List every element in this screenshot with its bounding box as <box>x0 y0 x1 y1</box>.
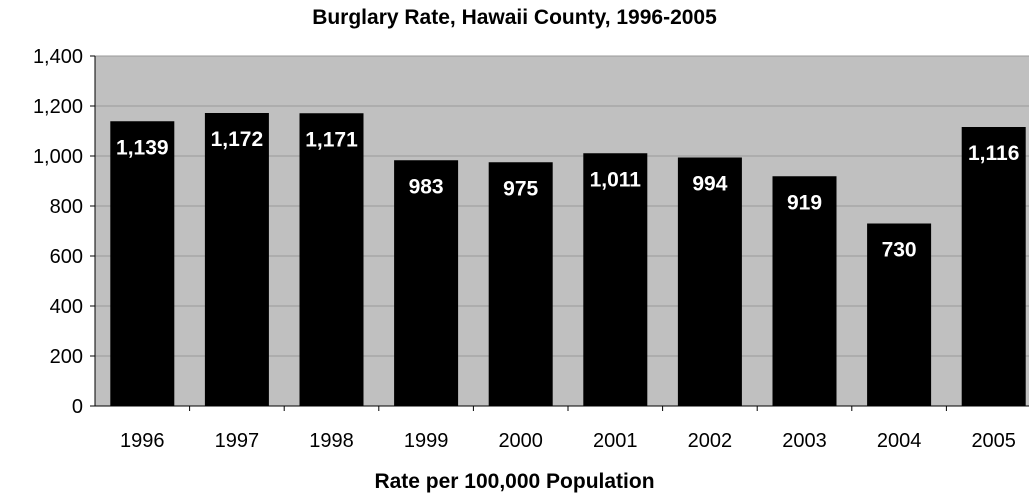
x-tick-label: 2001 <box>593 430 638 452</box>
x-tick-label: 1999 <box>404 430 449 452</box>
bar-data-label: 983 <box>409 175 444 198</box>
x-tick-label: 2002 <box>688 430 733 452</box>
bar <box>488 162 553 406</box>
y-tick-label: 1,000 <box>33 146 83 168</box>
bar <box>867 223 932 406</box>
x-tick-label: 2005 <box>971 430 1016 452</box>
bar <box>204 113 269 406</box>
bar-data-label: 1,172 <box>211 128 264 151</box>
bar <box>961 127 1026 406</box>
bar-data-label: 1,171 <box>305 128 358 151</box>
x-tick-label: 1998 <box>309 430 354 452</box>
y-tick-label: 800 <box>50 196 83 218</box>
bar <box>583 153 648 406</box>
y-tick-label: 400 <box>50 296 83 318</box>
bar-data-label: 1,139 <box>116 136 169 159</box>
y-tick-label: 1,400 <box>33 46 83 68</box>
bar <box>677 157 742 406</box>
bar <box>299 113 364 406</box>
x-tick-label: 1997 <box>215 430 260 452</box>
bar-data-label: 994 <box>692 173 727 196</box>
bar-data-label: 1,011 <box>590 168 642 191</box>
x-axis-title: Rate per 100,000 Population <box>374 470 655 493</box>
chart-title: Burglary Rate, Hawaii County, 1996-2005 <box>312 6 717 29</box>
y-tick-label: 0 <box>72 396 83 418</box>
x-tick-label: 2004 <box>877 430 922 452</box>
plot-area: 0 200 400 600 800 1,000 1,200 1,400 1,139 1996 1,1… <box>33 46 1029 452</box>
bar <box>110 121 175 406</box>
x-tick-label: 2000 <box>498 430 543 452</box>
bar-data-label: 919 <box>787 191 822 214</box>
x-tick-label: 1996 <box>120 430 165 452</box>
y-tick-label: 600 <box>50 246 83 268</box>
bar-data-label: 1,116 <box>968 142 1019 165</box>
bar-data-label: 975 <box>503 177 538 200</box>
y-tick-label: 1,200 <box>33 96 83 118</box>
x-tick-label: 2003 <box>782 430 827 452</box>
y-tick-label: 200 <box>50 346 83 368</box>
bar <box>772 176 837 406</box>
bar <box>394 160 459 406</box>
bar-data-label: 730 <box>882 239 917 262</box>
